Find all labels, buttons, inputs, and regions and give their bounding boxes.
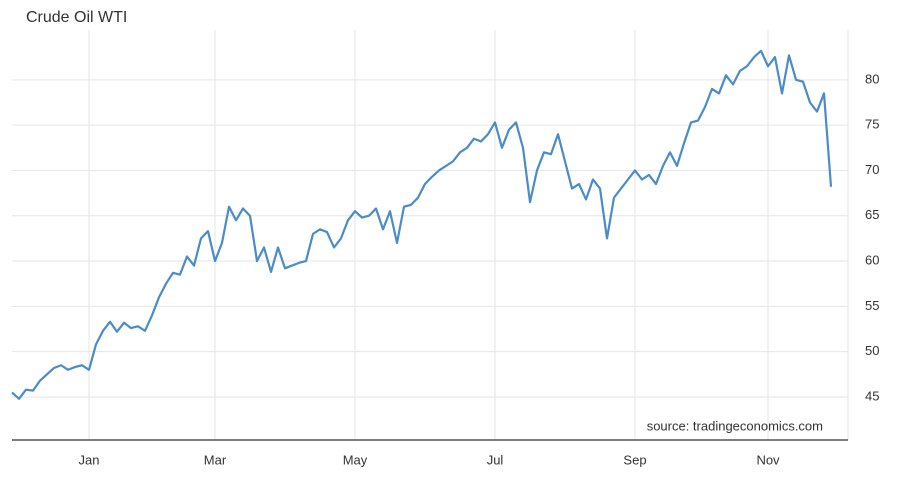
x-tick-label: Sep	[623, 452, 646, 467]
source-note: source: tradingeconomics.com	[647, 418, 823, 433]
y-tick-label: 70	[865, 162, 879, 177]
y-tick-label: 60	[865, 252, 879, 267]
y-tick-label: 50	[865, 343, 879, 358]
x-tick-label: Jul	[487, 452, 504, 467]
y-tick-label: 80	[865, 71, 879, 86]
x-tick-label: May	[343, 452, 368, 467]
chart-title: Crude Oil WTI	[26, 9, 127, 26]
price-line	[11, 49, 833, 400]
y-tick-label: 55	[865, 298, 879, 313]
y-tick-label: 65	[865, 207, 879, 222]
x-tick-label: Mar	[204, 452, 227, 467]
y-tick-label: 45	[865, 388, 879, 403]
y-tick-label: 75	[865, 117, 879, 132]
x-tick-label: Nov	[756, 452, 780, 467]
x-tick-label: Jan	[79, 452, 100, 467]
